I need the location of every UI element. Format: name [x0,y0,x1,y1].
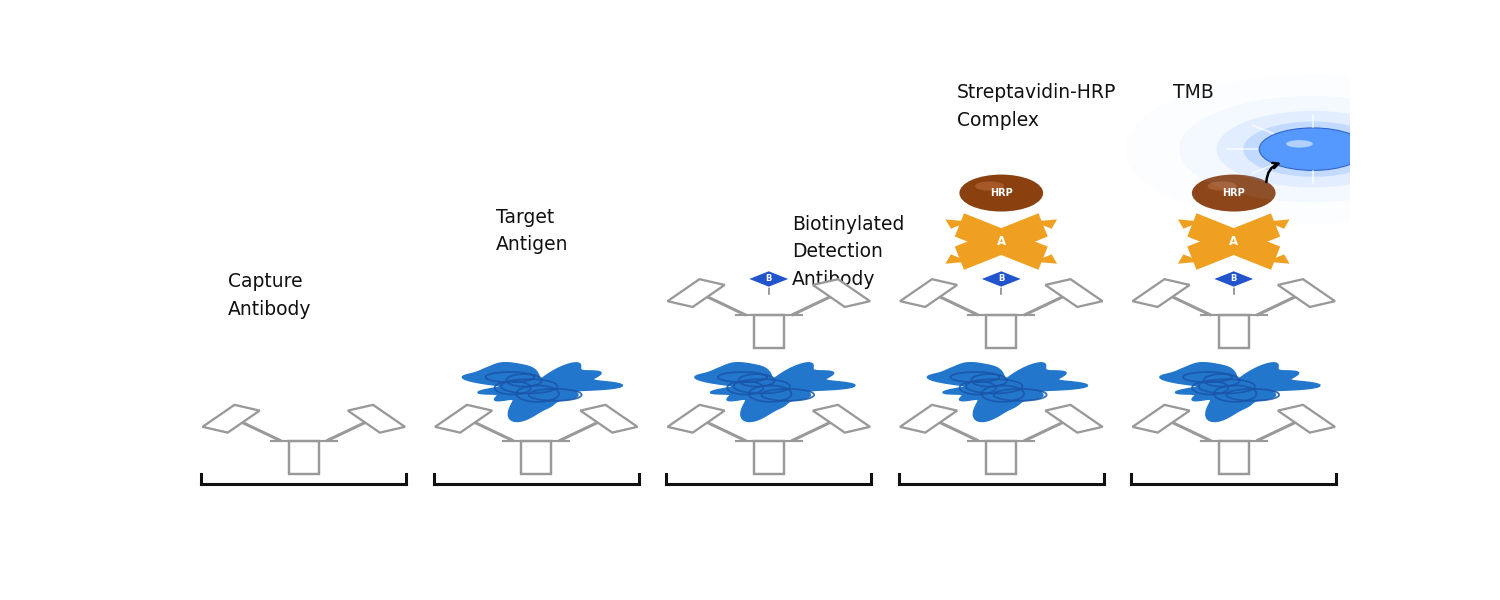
Text: Antigen: Antigen [495,235,568,254]
FancyBboxPatch shape [753,315,784,348]
Polygon shape [1278,405,1335,433]
Polygon shape [945,220,969,229]
Text: Antibody: Antibody [792,270,876,289]
Text: Target: Target [495,208,554,227]
Polygon shape [1278,279,1335,307]
Text: A: A [996,235,1006,248]
Polygon shape [981,271,1022,287]
Polygon shape [1160,362,1320,422]
Text: B: B [998,274,1005,283]
Text: HRP: HRP [1222,188,1245,198]
Polygon shape [348,405,405,433]
Polygon shape [1034,220,1058,229]
Polygon shape [813,279,870,307]
Text: HRP: HRP [990,188,1012,198]
Polygon shape [462,362,622,422]
Ellipse shape [1192,175,1275,212]
Polygon shape [1132,279,1190,307]
Polygon shape [945,254,969,264]
Ellipse shape [975,181,1004,191]
FancyBboxPatch shape [986,315,1017,348]
Text: Antibody: Antibody [228,300,312,319]
FancyBboxPatch shape [288,441,320,474]
Polygon shape [900,405,957,433]
FancyBboxPatch shape [520,441,552,474]
Polygon shape [435,405,492,433]
Polygon shape [1046,405,1102,433]
Text: Capture: Capture [228,272,303,292]
Polygon shape [668,279,724,307]
Polygon shape [1214,271,1254,287]
Text: A: A [1228,235,1239,248]
Polygon shape [1178,220,1202,229]
Polygon shape [748,271,789,287]
Polygon shape [927,362,1088,422]
Circle shape [1260,128,1366,170]
Polygon shape [1132,405,1190,433]
FancyBboxPatch shape [986,441,1017,474]
Polygon shape [1266,220,1290,229]
Text: Streptavidin-HRP: Streptavidin-HRP [957,83,1116,102]
Text: B: B [765,274,772,283]
Polygon shape [580,405,638,433]
Ellipse shape [1286,140,1312,148]
Polygon shape [1266,254,1290,264]
Circle shape [1179,96,1446,202]
Polygon shape [1178,254,1202,264]
Text: TMB: TMB [1173,83,1214,102]
Polygon shape [1046,279,1102,307]
FancyBboxPatch shape [753,441,784,474]
FancyBboxPatch shape [1218,441,1249,474]
Polygon shape [1034,254,1058,264]
Ellipse shape [1208,181,1236,191]
Polygon shape [668,405,724,433]
Polygon shape [694,362,855,422]
Text: Detection: Detection [792,242,883,262]
Circle shape [1216,111,1408,187]
Circle shape [1244,122,1383,177]
FancyBboxPatch shape [1218,315,1249,348]
Text: B: B [1230,274,1238,283]
Text: Complex: Complex [957,111,1040,130]
Polygon shape [202,405,259,433]
Ellipse shape [960,175,1042,212]
Polygon shape [813,405,870,433]
Text: Biotinylated: Biotinylated [792,215,904,233]
Polygon shape [900,279,957,307]
